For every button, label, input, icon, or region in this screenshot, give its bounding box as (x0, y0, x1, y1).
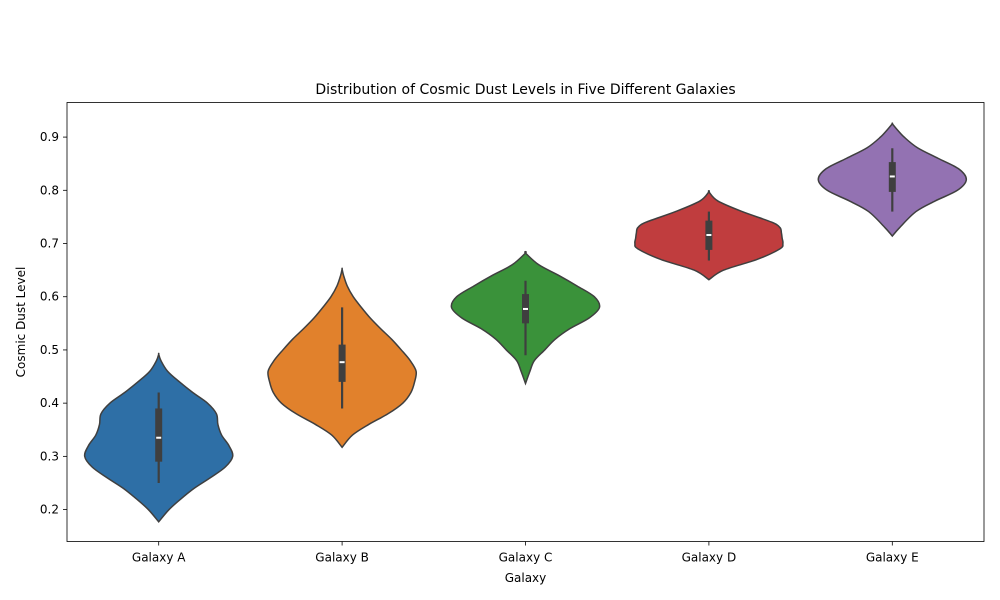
x-axis: Galaxy A Galaxy B Galaxy C Galaxy D Galaxy E (132, 541, 919, 565)
x-tick-label: Galaxy A (132, 551, 186, 565)
y-tick-label: 0.2 (40, 503, 59, 517)
y-tick-label: 0.5 (40, 343, 59, 357)
x-axis-label: Galaxy (505, 571, 547, 585)
x-tick-label: Galaxy C (499, 551, 553, 565)
y-tick-label: 0.8 (40, 183, 59, 197)
violin-galaxy-d (634, 190, 784, 281)
violins-layer (83, 122, 968, 523)
violin-iqr-box (155, 408, 163, 462)
violin-galaxy-e (817, 122, 968, 238)
y-tick-label: 0.4 (40, 396, 59, 410)
y-tick-label: 0.3 (40, 449, 59, 463)
violin-iqr-box (338, 344, 346, 382)
chart-title: Distribution of Cosmic Dust Levels in Fi… (315, 82, 735, 98)
y-tick-label: 0.7 (40, 237, 59, 251)
y-axis: 0.2 0.3 0.4 0.5 0.6 0.7 0.8 0.9 (40, 130, 67, 517)
y-tick-label: 0.6 (40, 290, 59, 304)
violin-galaxy-b (267, 267, 418, 449)
violin-galaxy-a (83, 352, 234, 523)
violin-galaxy-c (450, 250, 601, 386)
y-axis-label: Cosmic Dust Level (14, 267, 28, 378)
x-tick-label: Galaxy B (315, 551, 369, 565)
y-tick-label: 0.9 (40, 130, 59, 144)
x-tick-label: Galaxy D (682, 551, 737, 565)
x-tick-label: Galaxy E (866, 551, 919, 565)
